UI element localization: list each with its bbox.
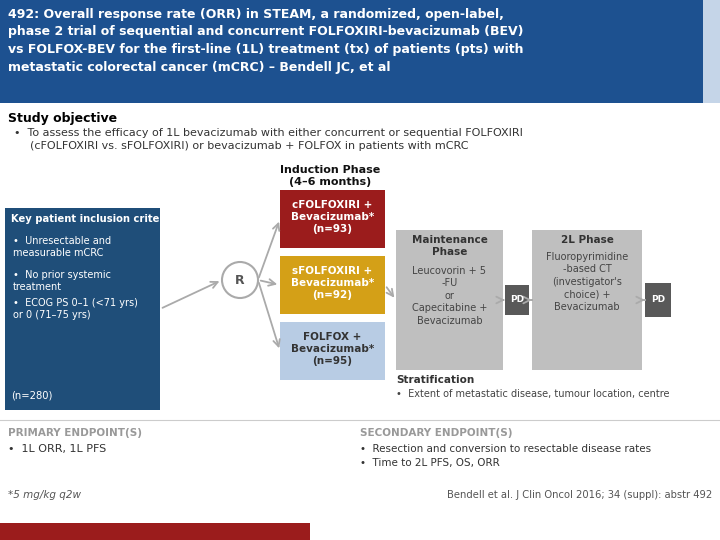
FancyBboxPatch shape <box>505 285 529 315</box>
Text: Maintenance
Phase: Maintenance Phase <box>412 235 487 258</box>
Text: 492: Overall response rate (ORR) in STEAM, a randomized, open-label,
phase 2 tri: 492: Overall response rate (ORR) in STEA… <box>8 8 523 73</box>
FancyBboxPatch shape <box>645 283 671 317</box>
Text: Bendell et al. J Clin Oncol 2016; 34 (suppl): abstr 492: Bendell et al. J Clin Oncol 2016; 34 (su… <box>446 490 712 500</box>
Text: (cFOLFOXIRI vs. sFOLFOXIRI) or bevacizumab + FOLFOX in patients with mCRC: (cFOLFOXIRI vs. sFOLFOXIRI) or bevacizum… <box>30 141 469 151</box>
Text: •  To assess the efficacy of 1L bevacizumab with either concurrent or sequential: • To assess the efficacy of 1L bevacizum… <box>14 128 523 138</box>
Text: PD: PD <box>510 295 524 305</box>
Text: PRIMARY ENDPOINT(S): PRIMARY ENDPOINT(S) <box>8 428 142 438</box>
FancyBboxPatch shape <box>280 256 385 314</box>
FancyBboxPatch shape <box>532 230 642 370</box>
Text: Induction Phase
(4–6 months): Induction Phase (4–6 months) <box>280 165 380 187</box>
Text: sFOLFOXIRI +
Bevacizumab*
(n=92): sFOLFOXIRI + Bevacizumab* (n=92) <box>291 266 374 300</box>
FancyBboxPatch shape <box>0 0 703 103</box>
Text: PD: PD <box>651 295 665 305</box>
Text: (n=280): (n=280) <box>11 390 53 400</box>
Text: *5 mg/kg q2w: *5 mg/kg q2w <box>8 490 81 500</box>
Text: •  ECOG PS 0–1 (<71 yrs)
or 0 (71–75 yrs): • ECOG PS 0–1 (<71 yrs) or 0 (71–75 yrs) <box>13 298 138 320</box>
Text: cFOLFOXIRI +
Bevacizumab*
(n=93): cFOLFOXIRI + Bevacizumab* (n=93) <box>291 200 374 234</box>
Text: R: R <box>235 273 245 287</box>
Circle shape <box>222 262 258 298</box>
Text: Fluoropyrimidine
-based CT
(investigator's
choice) +
Bevacizumab: Fluoropyrimidine -based CT (investigator… <box>546 252 628 312</box>
Text: •  No prior systemic
treatment: • No prior systemic treatment <box>13 270 111 292</box>
Text: Study objective: Study objective <box>8 112 117 125</box>
Text: •  Extent of metastatic disease, tumour location, centre: • Extent of metastatic disease, tumour l… <box>396 389 670 399</box>
Text: •  Resection and conversion to resectable disease rates: • Resection and conversion to resectable… <box>360 444 651 454</box>
Text: 2L Phase: 2L Phase <box>561 235 613 245</box>
FancyBboxPatch shape <box>5 208 160 410</box>
FancyBboxPatch shape <box>0 523 310 540</box>
FancyBboxPatch shape <box>280 322 385 380</box>
Text: •  Unresectable and
measurable mCRC: • Unresectable and measurable mCRC <box>13 236 111 258</box>
Text: SECONDARY ENDPOINT(S): SECONDARY ENDPOINT(S) <box>360 428 513 438</box>
Text: •  Time to 2L PFS, OS, ORR: • Time to 2L PFS, OS, ORR <box>360 458 500 468</box>
Text: Key patient inclusion criteria: Key patient inclusion criteria <box>11 214 175 224</box>
FancyBboxPatch shape <box>396 230 503 370</box>
Text: Stratification: Stratification <box>396 375 474 385</box>
Text: •  1L ORR, 1L PFS: • 1L ORR, 1L PFS <box>8 444 107 454</box>
Text: FOLFOX +
Bevacizumab*
(n=95): FOLFOX + Bevacizumab* (n=95) <box>291 332 374 367</box>
FancyBboxPatch shape <box>703 0 720 103</box>
FancyBboxPatch shape <box>280 190 385 248</box>
Text: Leucovorin + 5
-FU
or
Capecitabine +
Bevacizumab: Leucovorin + 5 -FU or Capecitabine + Bev… <box>412 266 487 326</box>
